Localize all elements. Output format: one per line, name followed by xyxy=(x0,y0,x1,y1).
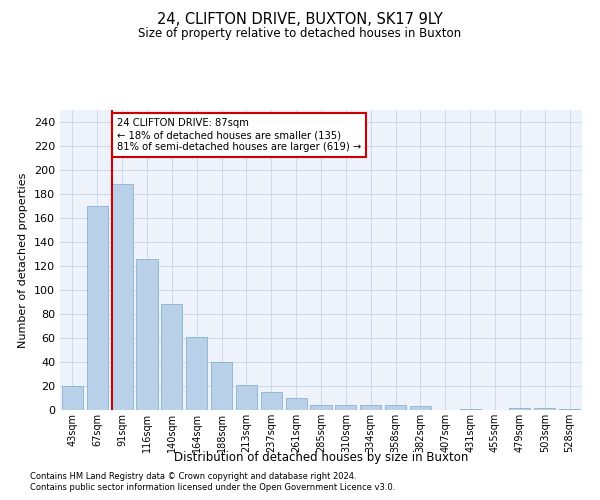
Bar xyxy=(136,259,158,410)
Bar xyxy=(360,405,381,410)
Bar xyxy=(310,405,332,410)
Bar xyxy=(286,398,307,410)
Bar xyxy=(534,408,555,410)
Bar xyxy=(211,362,232,410)
Bar xyxy=(261,392,282,410)
Bar xyxy=(186,337,207,410)
Text: Distribution of detached houses by size in Buxton: Distribution of detached houses by size … xyxy=(174,451,468,464)
Text: Size of property relative to detached houses in Buxton: Size of property relative to detached ho… xyxy=(139,28,461,40)
Bar xyxy=(161,304,182,410)
Bar xyxy=(335,405,356,410)
Text: 24, CLIFTON DRIVE, BUXTON, SK17 9LY: 24, CLIFTON DRIVE, BUXTON, SK17 9LY xyxy=(157,12,443,28)
Text: Contains public sector information licensed under the Open Government Licence v3: Contains public sector information licen… xyxy=(30,484,395,492)
Bar xyxy=(385,405,406,410)
Bar xyxy=(87,206,108,410)
Bar xyxy=(460,409,481,410)
Bar xyxy=(236,385,257,410)
Bar xyxy=(62,386,83,410)
Text: Contains HM Land Registry data © Crown copyright and database right 2024.: Contains HM Land Registry data © Crown c… xyxy=(30,472,356,481)
Bar xyxy=(112,184,133,410)
Bar xyxy=(559,409,580,410)
Bar xyxy=(509,408,530,410)
Text: 24 CLIFTON DRIVE: 87sqm
← 18% of detached houses are smaller (135)
81% of semi-d: 24 CLIFTON DRIVE: 87sqm ← 18% of detache… xyxy=(116,118,361,152)
Y-axis label: Number of detached properties: Number of detached properties xyxy=(19,172,28,348)
Bar xyxy=(410,406,431,410)
